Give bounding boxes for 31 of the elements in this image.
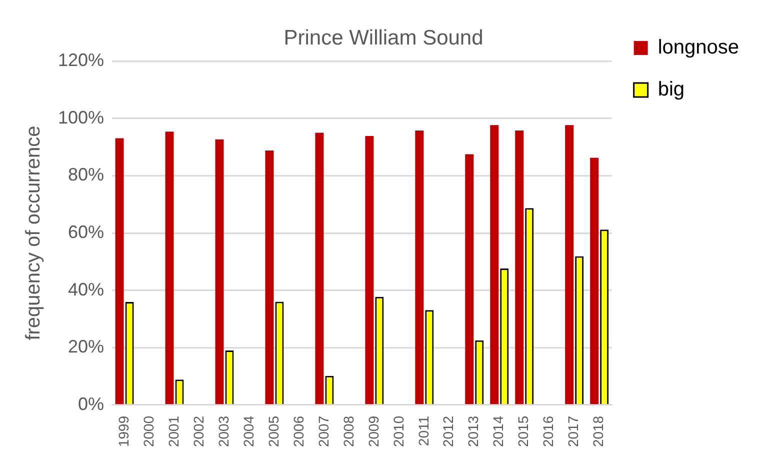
x-tick-label: 2003 xyxy=(215,416,232,448)
x-tick-label: 2006 xyxy=(290,416,306,448)
y-tick-label: 0% xyxy=(78,394,104,414)
x-tick-label: 2011 xyxy=(415,416,432,446)
y-axis-title: frequency of occurrence xyxy=(22,126,45,340)
y-tick-label: 80% xyxy=(68,164,104,185)
x-tick-label: 2017 xyxy=(565,416,582,448)
y-tick-label: 40% xyxy=(68,279,104,300)
x-tick-label: 2010 xyxy=(390,416,406,448)
x-tick-label: 1999 xyxy=(115,416,132,448)
chart-title: Prince William Sound xyxy=(284,26,484,50)
x-tick-label: 2014 xyxy=(490,416,506,448)
legend-label: longnose xyxy=(658,36,740,59)
y-tick-label: 100% xyxy=(58,107,104,128)
x-tick-label: 2004 xyxy=(240,416,256,448)
y-tick-label: 120% xyxy=(58,50,104,70)
x-tick-label: 2015 xyxy=(515,416,532,448)
x-tick-label: 2005 xyxy=(265,416,282,448)
x-tick-label: 2002 xyxy=(190,416,206,448)
x-tick-label: 2016 xyxy=(540,416,556,448)
legend-label: big xyxy=(658,78,685,101)
x-tick-label: 2000 xyxy=(140,416,156,448)
x-tick-label: 2008 xyxy=(340,416,356,448)
x-tick-label: 2001 xyxy=(165,416,182,448)
y-tick-label: 20% xyxy=(68,336,104,357)
x-tick-label: 2007 xyxy=(315,416,332,448)
x-tick-label: 2013 xyxy=(465,416,482,448)
y-tick-label: 60% xyxy=(68,222,104,242)
x-tick-label: 2018 xyxy=(590,416,606,448)
x-tick-label: 2012 xyxy=(440,416,456,448)
x-tick-label: 2009 xyxy=(365,416,382,448)
